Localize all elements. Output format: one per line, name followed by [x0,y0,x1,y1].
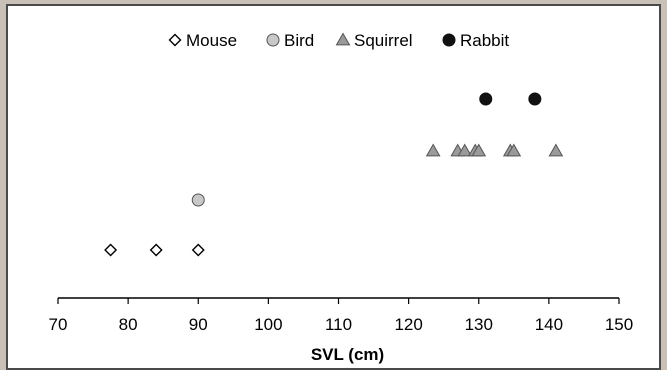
rabbit-point [528,92,542,106]
data-points [104,92,564,257]
rabbit-point [479,92,493,106]
x-tick-label: 100 [254,315,282,334]
bird-point [191,193,205,207]
mouse-point [191,243,205,257]
squirrel-point [471,143,487,157]
squirrel-point [425,143,441,157]
x-axis: 70 80 90 100 110 120 130 140 150 [49,297,633,334]
legend-marker-rabbit [442,33,456,47]
legend-label-squirrel: Squirrel [354,31,413,50]
x-tick-label: 90 [189,315,208,334]
x-tick-label: 140 [535,315,563,334]
legend-marker-mouse [168,33,182,47]
legend-label-bird: Bird [284,31,314,50]
legend-marker-squirrel [335,32,351,46]
plot-area [6,4,661,370]
x-tick-label: 110 [325,315,352,334]
squirrel-point [457,143,473,157]
x-tick-label: 80 [119,315,138,334]
mouse-point [149,243,163,257]
mouse-point [104,243,118,257]
x-axis-title: SVL (cm) [311,345,384,364]
legend-label-rabbit: Rabbit [460,31,509,50]
legend: Mouse Bird Squirrel Rabbit [168,31,509,50]
x-tick-label: 70 [49,315,68,334]
x-tick-label: 120 [394,315,422,334]
x-tick-label: 130 [465,315,493,334]
squirrel-point [506,143,522,157]
x-tick-label: 150 [605,315,633,334]
legend-label-mouse: Mouse [186,31,237,50]
legend-marker-bird [266,33,280,47]
squirrel-point [548,143,564,157]
